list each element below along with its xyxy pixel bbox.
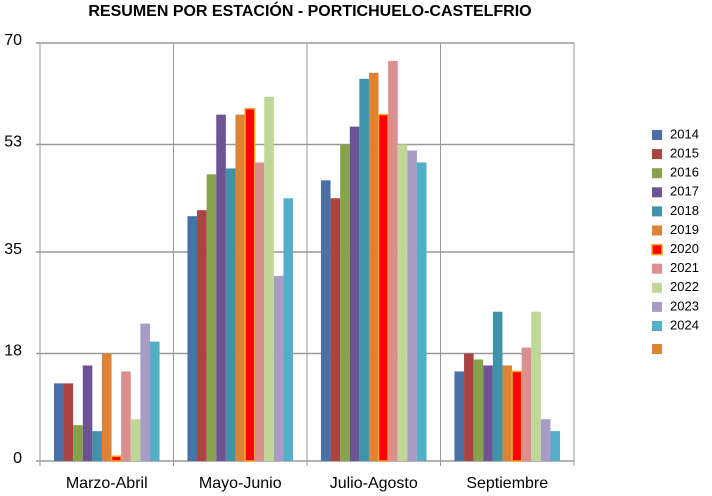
bar — [492, 311, 503, 461]
bar — [359, 78, 369, 461]
legend-swatch — [652, 168, 662, 179]
bar — [121, 371, 131, 461]
chart-title: RESUMEN POR ESTACIÓN - PORTICHUELO-CASTE… — [88, 1, 531, 20]
legend-label: 2020 — [670, 241, 699, 256]
legend-swatch — [652, 187, 662, 198]
legend-swatch — [652, 263, 662, 274]
bar — [216, 114, 226, 462]
legend-swatch — [652, 321, 662, 331]
bar — [244, 107, 256, 462]
bar — [53, 383, 64, 461]
y-tick-label: 70 — [4, 32, 22, 49]
bar — [416, 162, 427, 461]
bar — [550, 431, 561, 461]
bar — [454, 371, 465, 461]
x-tick-label: Marzo-Abril — [66, 475, 148, 492]
x-tick-label: Mayo-Junio — [199, 475, 282, 492]
legend-label: 2019 — [670, 222, 699, 237]
bar — [206, 174, 217, 461]
bar — [63, 383, 74, 461]
bar — [254, 162, 265, 461]
bar — [464, 353, 474, 461]
bar — [388, 60, 398, 462]
bar — [149, 341, 160, 461]
y-tick-label: 35 — [4, 241, 22, 258]
bar — [130, 419, 141, 461]
legend-label: 2016 — [670, 165, 699, 180]
bar — [377, 113, 389, 462]
bar — [397, 144, 408, 461]
legend-swatch — [652, 344, 662, 354]
bar — [407, 150, 417, 461]
legend-swatch — [652, 282, 662, 293]
legend-label: 2018 — [670, 203, 699, 218]
y-tick-label: 0 — [13, 450, 22, 467]
legend-swatch — [652, 206, 662, 217]
bar — [368, 72, 379, 461]
bar — [110, 455, 122, 462]
bar — [521, 347, 532, 461]
bar — [235, 114, 246, 462]
legend-swatch — [651, 243, 663, 256]
bar — [473, 359, 484, 461]
bar — [330, 198, 341, 461]
legend-swatch — [652, 301, 662, 312]
legend-swatch — [652, 130, 662, 140]
bar — [264, 96, 274, 461]
y-tick-label: 53 — [4, 134, 22, 151]
legend-swatch — [652, 225, 662, 236]
legend-label: 2023 — [670, 298, 699, 313]
legend-label: 2021 — [670, 260, 699, 275]
legend-label: 2017 — [670, 184, 699, 199]
bar — [197, 210, 207, 461]
legend-label: 2024 — [670, 317, 699, 332]
legend-label: 2014 — [670, 126, 699, 141]
legend-label: 2022 — [670, 279, 699, 294]
bar — [531, 311, 541, 461]
bar — [483, 365, 493, 461]
bar — [82, 365, 93, 461]
bar — [140, 323, 150, 461]
bar — [101, 353, 112, 461]
bar — [283, 198, 294, 461]
x-tick-label: Julio-Agosto — [330, 475, 418, 492]
bar — [340, 144, 350, 461]
bar — [349, 126, 360, 461]
bar — [540, 419, 551, 461]
y-tick-label: 18 — [4, 343, 22, 360]
legend-label: 2015 — [670, 146, 699, 161]
bar — [273, 275, 284, 461]
bar — [502, 365, 513, 461]
legend-swatch — [652, 149, 662, 160]
bar — [511, 370, 523, 462]
bar — [187, 216, 198, 461]
bar — [320, 180, 331, 462]
bar — [225, 168, 236, 461]
bar — [73, 425, 83, 461]
x-tick-label: Septiembre — [466, 475, 548, 492]
bar — [92, 431, 102, 461]
